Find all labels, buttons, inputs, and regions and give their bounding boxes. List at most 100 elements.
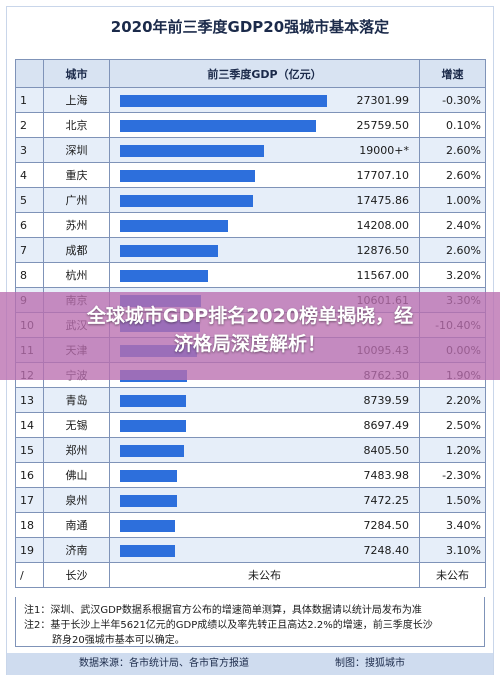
gdp-value-label: 7284.50 <box>363 519 410 532</box>
growth-cell: -0.30% <box>419 87 486 113</box>
gdp-bar <box>120 270 208 282</box>
rank-cell: 15 <box>15 437 44 463</box>
growth-cell: 3.10% <box>419 537 486 563</box>
gdp-value-label: 27301.99 <box>356 94 410 107</box>
gdp-value-label: 17707.10 <box>356 169 410 182</box>
rank-cell: 2 <box>15 112 44 138</box>
gdp-bar <box>120 95 327 107</box>
city-cell: 苏州 <box>43 212 110 238</box>
rank-cell: 5 <box>15 187 44 213</box>
gdp-value-label: 14208.00 <box>356 219 410 232</box>
city-cell: 杭州 <box>43 262 110 288</box>
rank-cell: 3 <box>15 137 44 163</box>
gdp-cell: 7248.40 <box>109 537 420 563</box>
gdp-header: 前三季度GDP（亿元） <box>109 59 420 88</box>
growth-cell: 2.20% <box>419 387 486 413</box>
growth-cell: -2.30% <box>419 462 486 488</box>
gdp-bar <box>120 120 316 132</box>
table-row: 18 南通 7284.50 3.40% <box>15 512 486 538</box>
gdp-cell: 7472.25 <box>109 487 420 513</box>
gdp-cell: 11567.00 <box>109 262 420 288</box>
growth-cell: 2.50% <box>419 412 486 438</box>
gdp-cell: 8697.49 <box>109 412 420 438</box>
rank-cell: / <box>15 562 44 588</box>
table-row: 17 泉州 7472.25 1.50% <box>15 487 486 513</box>
gdp-bar <box>120 470 177 482</box>
city-cell: 重庆 <box>43 162 110 188</box>
rank-cell: 19 <box>15 537 44 563</box>
gdp-bar <box>120 495 177 507</box>
gdp-cell: 未公布 <box>109 562 420 588</box>
rank-cell: 13 <box>15 387 44 413</box>
table-row: 8 杭州 11567.00 3.20% <box>15 262 486 288</box>
table-row: 6 苏州 14208.00 2.40% <box>15 212 486 238</box>
footnotes: 注1：深圳、武汉GDP数据系根据官方公布的增速简单测算，具体数据请以统计局发布为… <box>15 597 485 647</box>
city-cell: 长沙 <box>43 562 110 588</box>
gdp-value-label: 7248.40 <box>363 544 410 557</box>
rank-cell: 6 <box>15 212 44 238</box>
footer-bar: 数据来源：各市统计局、各市官方报道 制图：搜狐城市 <box>7 653 493 675</box>
table-row: 7 成都 12876.50 2.60% <box>15 237 486 263</box>
rank-cell: 4 <box>15 162 44 188</box>
note-2: 注2：基于长沙上半年5621亿元的GDP成绩以及率先转正且高达2.2%的增速，前… <box>24 620 433 631</box>
gdp-bar <box>120 245 218 257</box>
headline-line-1: 全球城市GDP排名2020榜单揭晓，经 <box>86 305 414 327</box>
gdp-cell: 27301.99 <box>109 87 420 113</box>
city-cell: 南通 <box>43 512 110 538</box>
city-cell: 无锡 <box>43 412 110 438</box>
rank-header <box>15 59 44 88</box>
growth-cell: 2.60% <box>419 162 486 188</box>
rank-cell: 17 <box>15 487 44 513</box>
table-row: 19 济南 7248.40 3.10% <box>15 537 486 563</box>
gdp-value-label: 19000+* <box>359 144 409 157</box>
gdp-value-label: 8405.50 <box>363 444 410 457</box>
growth-cell: 1.00% <box>419 187 486 213</box>
gdp-bar <box>120 220 228 232</box>
gdp-bar <box>120 545 175 557</box>
city-cell: 青岛 <box>43 387 110 413</box>
gdp-value-label: 8739.59 <box>363 394 410 407</box>
city-cell: 北京 <box>43 112 110 138</box>
gdp-bar <box>120 520 175 532</box>
note-1: 注1：深圳、武汉GDP数据系根据官方公布的增速简单测算，具体数据请以统计局发布为… <box>24 605 422 616</box>
rank-cell: 14 <box>15 412 44 438</box>
gdp-bar <box>120 445 184 457</box>
gdp-bar <box>120 420 186 432</box>
growth-cell: 0.10% <box>419 112 486 138</box>
headline-overlay <box>0 292 500 380</box>
gdp-cell: 14208.00 <box>109 212 420 238</box>
gdp-cell: 8405.50 <box>109 437 420 463</box>
gdp-bar <box>120 195 253 207</box>
city-header: 城市 <box>43 59 110 88</box>
table-row: 14 无锡 8697.49 2.50% <box>15 412 486 438</box>
table-row: 15 郑州 8405.50 1.20% <box>15 437 486 463</box>
gdp-value-label: 11567.00 <box>356 269 410 282</box>
gdp-value-label: 8697.49 <box>363 419 410 432</box>
gdp-value-label: 12876.50 <box>356 244 410 257</box>
table-row: 13 青岛 8739.59 2.20% <box>15 387 486 413</box>
table-row: 1 上海 27301.99 -0.30% <box>15 87 486 113</box>
growth-cell: 3.40% <box>419 512 486 538</box>
gdp-cell: 12876.50 <box>109 237 420 263</box>
table-row: 4 重庆 17707.10 2.60% <box>15 162 486 188</box>
gdp-cell: 17475.86 <box>109 187 420 213</box>
growth-header: 增速 <box>419 59 486 88</box>
gdp-value-label: 7472.25 <box>363 494 410 507</box>
table-row: 5 广州 17475.86 1.00% <box>15 187 486 213</box>
gdp-bar <box>120 145 264 157</box>
rank-cell: 1 <box>15 87 44 113</box>
gdp-value-label: 7483.98 <box>363 469 410 482</box>
table-row: 16 佛山 7483.98 -2.30% <box>15 462 486 488</box>
growth-cell: 未公布 <box>419 562 486 588</box>
gdp-cell: 25759.50 <box>109 112 420 138</box>
gdp-cell: 7483.98 <box>109 462 420 488</box>
note-2-continued: 跻身20强城市基本可以确定。 <box>52 635 185 646</box>
rank-cell: 16 <box>15 462 44 488</box>
city-cell: 广州 <box>43 187 110 213</box>
headline-line-2: 济格局深度解析！ <box>173 333 326 355</box>
gdp-cell: 17707.10 <box>109 162 420 188</box>
growth-cell: 1.50% <box>419 487 486 513</box>
chart-maker: 制图：搜狐城市 <box>335 658 405 669</box>
city-cell: 深圳 <box>43 137 110 163</box>
growth-cell: 2.60% <box>419 137 486 163</box>
